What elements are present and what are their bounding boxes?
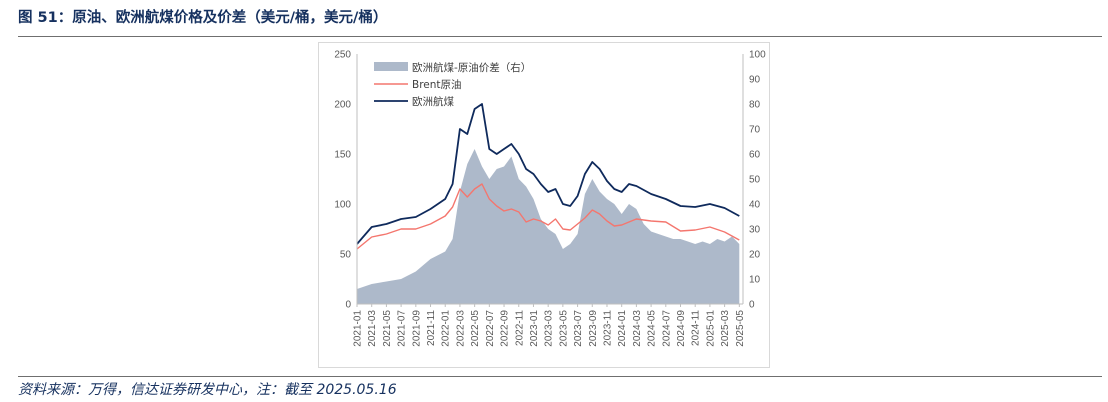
y-left-tick-label: 200 — [334, 100, 351, 111]
y-left-tick-label: 250 — [334, 50, 351, 61]
legend-label: Brent原油 — [412, 78, 462, 91]
y-left-tick-label: 150 — [334, 150, 351, 161]
spread-area-layer — [357, 149, 740, 304]
source-note: 资料来源：万得，信达证券研发中心，注：截至 2025.05.16 — [18, 382, 397, 398]
x-tick-label: 2021-11 — [426, 310, 437, 346]
price-lines-layer — [356, 103, 740, 250]
x-tick-label: 2024-09 — [676, 310, 687, 347]
x-tick-label: 2023-03 — [544, 310, 555, 347]
legend-swatch-spread — [374, 62, 408, 71]
legend-label: 欧洲航煤 — [412, 95, 454, 108]
y-right-tick-label: 80 — [749, 100, 761, 111]
dual-axis-chart: 0 50 100 150 200 250 0 10 20 30 40 50 60 70 80 90 100 202… — [318, 42, 770, 368]
y-right-tick-label: 20 — [749, 250, 761, 261]
top-divider — [18, 36, 1102, 37]
x-tick-label: 2025-03 — [720, 310, 731, 347]
y-left-tick-label: 50 — [340, 250, 352, 261]
figure-title: 图 51：原油、欧洲航煤价格及价差（美元/桶，美元/桶） — [18, 10, 388, 26]
x-tick-label: 2024-03 — [632, 310, 643, 347]
axes-layer: 0 50 100 150 200 250 0 10 20 30 40 50 60 70 80 90 100 202… — [334, 50, 766, 347]
chart-frame — [318, 42, 770, 368]
series-line-brent — [356, 183, 740, 250]
x-tick-label: 2022-11 — [514, 310, 525, 346]
series-area-spread — [357, 149, 740, 304]
x-tick-label: 2022-07 — [485, 310, 496, 347]
x-tick-label: 2024-01 — [617, 310, 628, 347]
y-left-tick-label: 100 — [334, 200, 351, 211]
y-right-tick-label: 30 — [749, 225, 761, 236]
x-tick-label: 2023-11 — [602, 310, 613, 346]
y-right-tick-label: 40 — [749, 200, 761, 211]
x-tick-label: 2024-05 — [647, 310, 658, 347]
x-tick-label: 2023-05 — [558, 310, 569, 347]
x-tick-label: 2024-11 — [691, 310, 702, 346]
x-tick-label: 2021-03 — [367, 310, 378, 347]
y-right-tick-label: 0 — [749, 300, 755, 311]
y-right-tick-label: 60 — [749, 150, 761, 161]
bottom-divider — [18, 376, 1102, 377]
y-right-tick-label: 100 — [749, 50, 766, 61]
x-tick-label: 2024-07 — [661, 310, 672, 347]
y-right-tick-label: 90 — [749, 75, 761, 86]
chart-container: 0 50 100 150 200 250 0 10 20 30 40 50 60 70 80 90 100 202… — [318, 42, 770, 368]
x-tick-label: 2023-01 — [529, 310, 540, 347]
x-tick-label: 2021-09 — [411, 310, 422, 347]
x-tick-label: 2022-01 — [441, 310, 452, 347]
x-tick-label: 2022-03 — [455, 310, 466, 347]
y-right-tick-label: 70 — [749, 125, 761, 136]
x-tick-label: 2021-05 — [382, 310, 393, 347]
y-right-tick-label: 50 — [749, 175, 761, 186]
x-tick-label: 2023-07 — [573, 310, 584, 347]
x-tick-label: 2022-05 — [470, 310, 481, 347]
x-tick-label: 2021-01 — [353, 310, 364, 347]
series-line-jet-fuel — [356, 103, 740, 245]
y-left-tick-label: 0 — [345, 300, 351, 311]
y-right-tick-label: 10 — [749, 275, 761, 286]
x-tick-label: 2025-01 — [705, 310, 716, 347]
x-tick-label: 2023-09 — [588, 310, 599, 347]
x-tick-label: 2021-07 — [397, 310, 408, 347]
legend-label: 欧洲航煤-原油价差（右） — [412, 61, 531, 74]
x-tick-label: 2025-05 — [735, 310, 746, 347]
x-tick-label: 2022-09 — [500, 310, 511, 347]
